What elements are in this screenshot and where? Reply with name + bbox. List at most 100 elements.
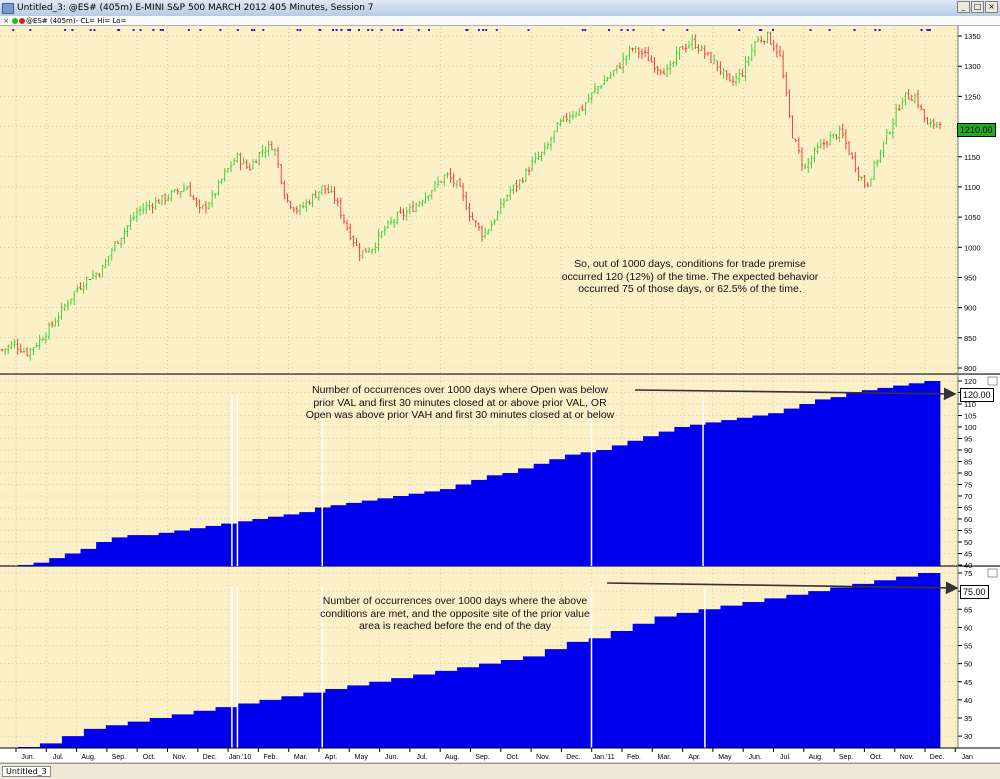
signal-marker [380,29,383,31]
signal-marker [199,29,202,31]
step-bar [149,718,173,748]
signal-marker [132,29,135,31]
x-tick-label: Feb. [627,754,641,761]
x-tick-label: Jan.'11 [593,754,615,761]
symbol-label: @ES# (405m)- CL= Hi= Lo= [26,16,127,25]
step-bar [361,500,378,566]
step-bar [252,519,269,566]
annotation-line: occurred 75 of those days, or 62.5% of t… [578,283,802,295]
y-tick-label: 55 [964,527,972,536]
step-bar [80,548,97,566]
y-tick-label: 85 [964,458,972,467]
step-bar [486,475,503,566]
step-bar [158,532,175,566]
y-tick-label: 120 [964,377,977,386]
y-tick-label: 75 [964,481,972,490]
y-tick-label: 95 [964,435,972,444]
signal-marker [187,29,190,31]
x-tick-label: Nov. [536,754,550,761]
step-bar [424,491,441,566]
signal-marker [152,29,155,31]
signal-marker [12,29,15,31]
close-button[interactable]: × [985,1,998,13]
step-bar [852,583,875,748]
step-bar [96,542,113,566]
step-bar [237,703,260,748]
step-bar [611,445,628,566]
step-bar [658,431,675,566]
step-bar [830,397,847,566]
y-tick-label: 1150 [964,153,980,162]
step-bar [674,427,691,566]
step-bar [736,417,753,566]
signal-marker [920,29,923,31]
step-bar [171,714,195,748]
y-tick-label: 1050 [964,213,981,222]
annotation-line: Number of occurrences over 1000 days whe… [322,595,588,607]
step-bar [596,450,613,566]
step-bar [799,404,816,566]
x-tick-label: Aug. [81,754,95,761]
y-tick-label: 40 [964,561,972,570]
signal-marker [581,29,584,31]
step-bar [18,565,35,566]
signal-marker [299,29,302,31]
signal-marker [253,29,256,31]
signal-marker [771,29,774,31]
occurrences-last-value-tag: 120.00 [960,388,994,402]
step-bar [127,721,151,748]
step-bar [299,512,316,566]
step-bar [391,678,414,748]
step-bar [39,743,63,748]
y-tick-label: 45 [964,678,972,687]
workspace-tab[interactable]: Untitled_3 [2,766,51,777]
step-bar [127,535,144,566]
chart-area[interactable]: 8008509009501000105011001150120012501300… [0,26,1000,762]
annotation-line: conditions are met, and the opposite sit… [320,607,590,620]
step-bar [479,663,502,748]
y-tick-label: 65 [964,504,972,513]
y-tick-label: 50 [964,538,972,547]
y-tick-label: 90 [964,446,972,455]
x-tick-label: Oct. [506,754,519,761]
step-bar [49,558,66,566]
signal-marker [527,29,530,31]
panel-menu-icon [987,568,998,578]
close-icon[interactable]: × [3,16,9,25]
step-bar [874,580,897,748]
step-bar [325,689,348,748]
signal-marker [64,29,67,31]
step-bar [676,612,699,748]
signal-marker [809,29,812,31]
step-bar [64,553,81,566]
x-tick-label: Feb. [263,754,277,761]
step-bar [413,674,436,748]
signal-marker [159,29,162,31]
step-bar [502,473,519,566]
signal-marker [927,29,930,31]
symbol-info-bar: × @ES# (405m)- CL= Hi= Lo= [0,16,1000,26]
y-tick-label: 65 [964,605,972,614]
signal-marker [828,29,831,31]
expected-behavior-panel [18,573,941,748]
x-tick-label: May [355,754,369,761]
signal-marker [928,29,931,31]
step-bar [193,710,216,748]
step-bar [533,463,550,566]
x-tick-label: Jul. [53,754,64,761]
signal-marker [250,29,253,31]
minimize-button[interactable]: _ [957,1,970,13]
x-tick-label: Apr. [325,754,338,761]
x-tick-label: Oct. [870,754,883,761]
step-bar [846,392,863,566]
step-bar [377,498,394,566]
step-bar [281,696,304,748]
signal-marker [759,29,762,31]
maximize-button[interactable]: □ [971,1,984,13]
step-bar [783,408,800,566]
step-bar [283,514,300,566]
signal-marker [262,29,265,31]
signal-marker [236,29,239,31]
y-tick-label: 55 [964,642,972,651]
signal-marker [626,29,629,31]
